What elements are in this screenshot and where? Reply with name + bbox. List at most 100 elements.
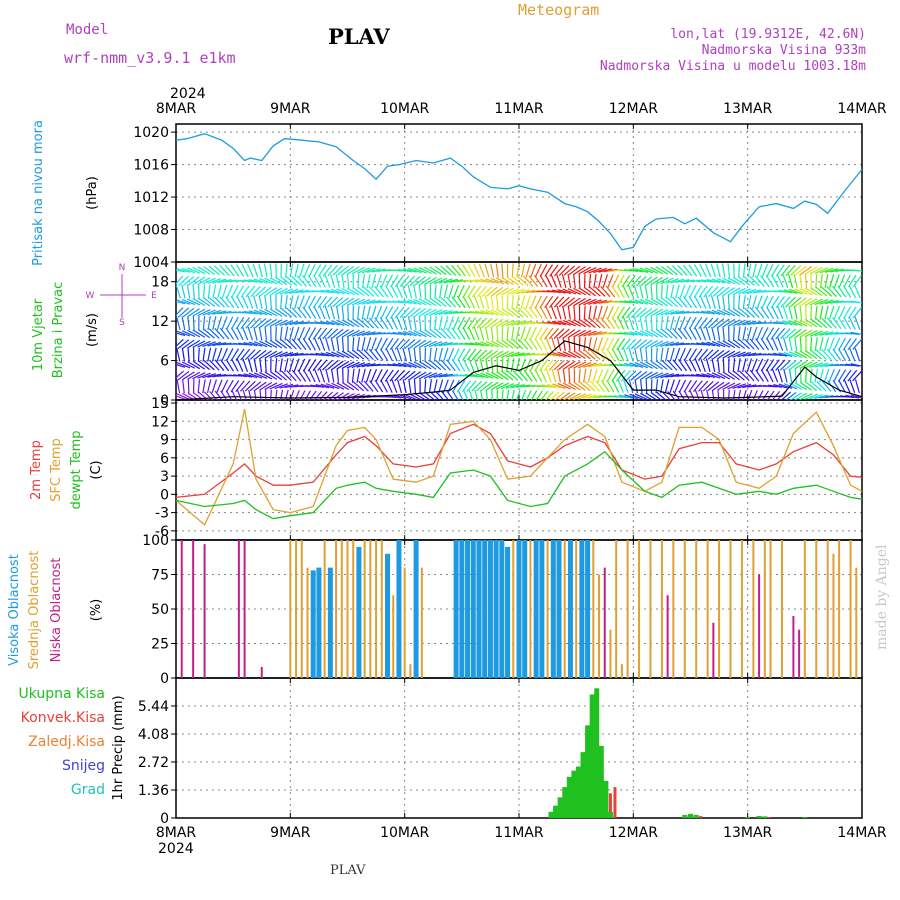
wind-arrow xyxy=(809,394,824,400)
wind-arrow xyxy=(773,321,788,325)
wind-arrow xyxy=(771,306,779,320)
wind-arrow xyxy=(814,305,818,320)
wind-arrow xyxy=(413,330,427,338)
wind-arrow xyxy=(451,358,461,372)
wind-arrow xyxy=(665,278,679,284)
wind-arrow xyxy=(598,300,613,304)
compass-w: W xyxy=(86,291,95,301)
wind-arrow xyxy=(380,337,388,351)
wind-arrow xyxy=(275,263,277,278)
wind-arrow xyxy=(661,359,673,371)
wind-arrow xyxy=(805,368,807,383)
wind-arrow xyxy=(809,362,824,369)
wind-arrow xyxy=(694,327,702,341)
wind-arrow xyxy=(790,297,802,308)
wind-arrow xyxy=(529,327,537,341)
wind-arrow xyxy=(203,360,215,371)
wind-arrow xyxy=(236,327,244,341)
wind-arrow xyxy=(819,337,824,352)
wind-arrow xyxy=(394,370,405,382)
cloud-bar xyxy=(638,540,641,678)
wind-arrow xyxy=(523,306,534,319)
wind-arrow xyxy=(356,368,361,383)
wind-arrow xyxy=(479,326,485,341)
wind-arrow xyxy=(424,379,427,394)
wind-arrow xyxy=(717,340,731,348)
wind-arrow xyxy=(177,339,190,350)
wind-arrow xyxy=(214,359,225,371)
wind-arrow xyxy=(486,286,498,297)
wind-arrow xyxy=(297,369,307,382)
wind-arrow xyxy=(385,285,394,298)
wind-arrow xyxy=(182,371,195,381)
wind-arrow xyxy=(594,317,606,329)
wind-arrow xyxy=(505,383,520,389)
wind-arrow xyxy=(783,368,788,383)
wind-arrow xyxy=(380,379,388,393)
wind-arrow xyxy=(727,319,741,327)
cloud-bar xyxy=(346,540,349,678)
cloud-bar xyxy=(758,574,761,678)
cloud-bar xyxy=(465,540,471,678)
wind-arrow xyxy=(363,317,375,329)
wind-arrow xyxy=(650,372,664,380)
wind-arrow xyxy=(176,370,184,379)
wind-arrow xyxy=(248,372,263,379)
wind-arrow xyxy=(312,327,322,340)
wind-arrow xyxy=(616,338,626,351)
top-time-label: 13MAR xyxy=(723,101,772,117)
wind-arrow xyxy=(336,382,350,391)
wind-arrow xyxy=(631,275,642,287)
wind-arrow xyxy=(308,390,317,400)
wind-arrow xyxy=(650,340,664,348)
wind-arrow xyxy=(828,305,835,320)
wind-arrow xyxy=(310,384,325,388)
wind-arrow xyxy=(402,330,417,337)
bottom-time-label: 8MAR xyxy=(156,825,197,841)
wind-arrow xyxy=(722,371,736,380)
cloud-bar xyxy=(380,540,383,678)
wind-arrow xyxy=(742,352,757,357)
wind-arrow xyxy=(852,275,862,288)
wind-arrow xyxy=(414,276,426,286)
cloud-bar xyxy=(803,540,806,678)
wind-arrow xyxy=(506,276,519,286)
wind-arrow xyxy=(236,295,244,309)
wind-arrow xyxy=(418,340,432,349)
wind-arrow xyxy=(635,275,647,287)
wind-arrow xyxy=(661,297,673,307)
wind-arrow xyxy=(357,274,360,289)
wind-arrow xyxy=(248,310,263,315)
wind-arrow xyxy=(374,348,384,361)
temp-line-1 xyxy=(175,408,863,526)
wind-arrow xyxy=(315,384,330,389)
wind-arrow xyxy=(765,359,775,372)
wind-arrow xyxy=(176,363,186,368)
wind-arrow xyxy=(693,380,703,393)
wind-arrow xyxy=(665,373,680,378)
wind-arrow xyxy=(777,305,784,320)
wind-arrow xyxy=(605,317,615,330)
wind-arrow xyxy=(688,316,697,330)
wind-arrow xyxy=(706,310,721,316)
wind-arrow xyxy=(286,370,297,382)
wind-arrow xyxy=(413,361,427,370)
wind-arrow xyxy=(573,350,586,359)
precip-total-bar xyxy=(548,811,554,818)
wind-arrow xyxy=(408,267,422,274)
wind-arrow xyxy=(611,348,620,362)
wind-arrow xyxy=(440,328,452,340)
wind-arrow xyxy=(639,316,644,331)
wind-arrow xyxy=(214,390,223,400)
wind-arrow xyxy=(838,379,846,393)
y-tick-label: 0 xyxy=(160,487,169,503)
wind-arrow xyxy=(544,327,554,340)
wind-arrow xyxy=(674,347,681,362)
wind-arrow xyxy=(501,276,514,286)
wind-arrow xyxy=(270,389,272,400)
wind-arrow xyxy=(452,348,460,362)
wind-arrow xyxy=(235,316,245,330)
wind-arrow xyxy=(804,274,808,289)
wind-arrow xyxy=(187,371,201,380)
wind-arrow xyxy=(176,361,191,369)
